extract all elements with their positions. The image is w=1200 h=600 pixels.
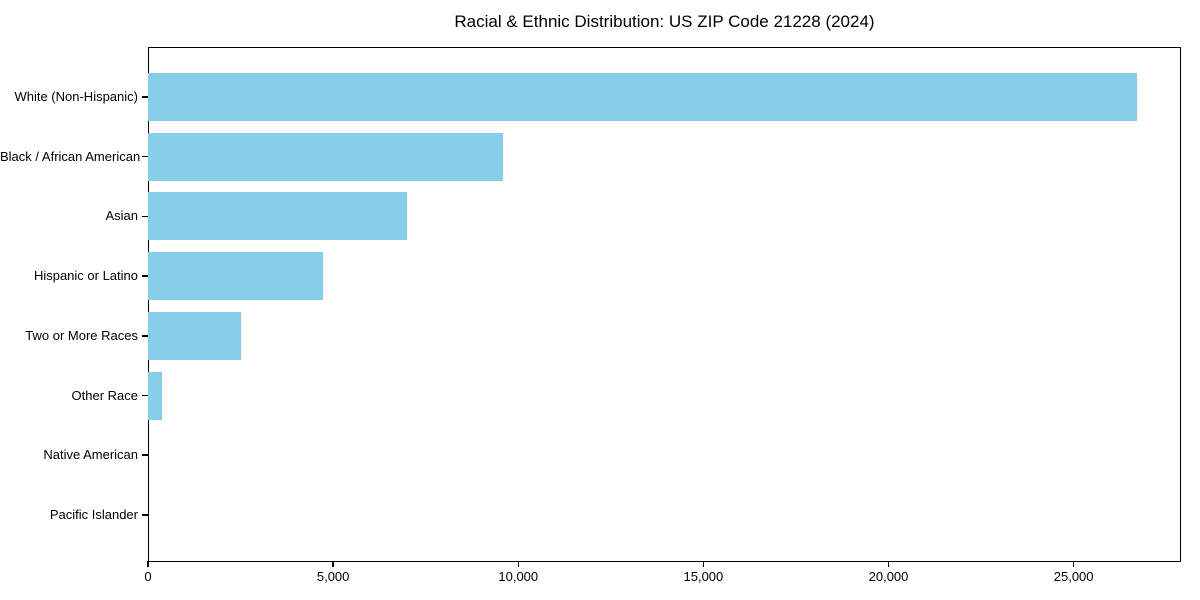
x-tick-label: 10,000 [498,569,539,584]
x-tick-mark [332,561,334,567]
x-tick-mark [702,561,705,567]
y-tick-label: Other Race [71,387,138,403]
y-tick-label: Native American [43,447,138,463]
x-tick-mark [1072,561,1075,567]
bar-white-non-hispanic [148,73,1137,121]
plot-area [148,47,1181,562]
x-tick-mark [517,561,519,567]
x-tick-label: 20,000 [868,569,909,584]
bar-two-or-more-races [148,311,241,360]
y-tick-label: Hispanic or Latino [33,268,138,284]
y-tick-label: Two or More Races [25,327,138,343]
x-tick-label: 15,000 [683,569,724,584]
x-tick-label: 25,000 [1053,569,1094,584]
x-tick-label: 0 [144,569,152,584]
y-tick-mark [142,215,148,218]
x-tick-label: 5,000 [316,569,350,584]
bar-other-race [148,371,163,420]
bar-black-african-american [148,132,504,181]
y-tick-mark [142,454,148,456]
y-tick-label: White (Non-Hispanic) [14,89,138,104]
y-tick-label: Asian [105,208,138,224]
y-tick-mark [142,514,148,516]
y-tick-label: Pacific Islander [49,506,138,522]
y-tick-mark [142,155,148,158]
x-tick-mark [147,561,149,567]
bar-asian [148,192,407,241]
x-tick-mark [887,561,890,567]
y-tick-mark [142,96,148,98]
y-tick-label: Black / African American [0,148,141,164]
chart-title: Racial & Ethnic Distribution: US ZIP Cod… [454,12,875,31]
bar-hispanic-or-latino [148,252,324,301]
y-tick-mark [142,335,148,337]
y-tick-mark [142,394,148,397]
y-tick-mark [142,275,148,277]
